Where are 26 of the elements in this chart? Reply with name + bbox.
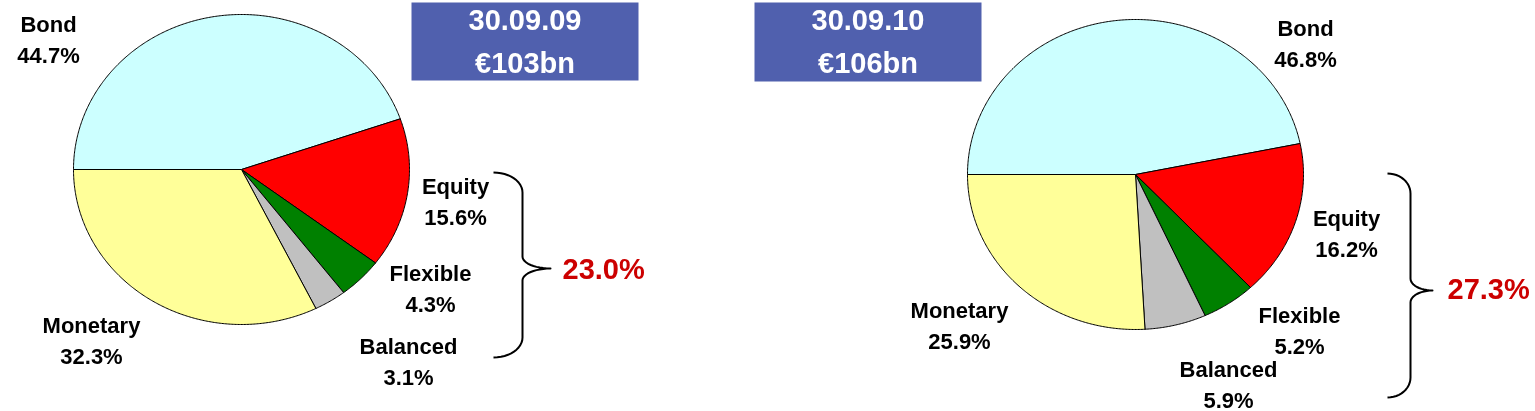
- slice-label: Flexible: [389, 260, 472, 286]
- text: €103bn: [475, 46, 575, 79]
- data-label: 32.3%: [60, 343, 123, 369]
- data-label: 5.2%: [1274, 333, 1325, 359]
- data-label: 16.2%: [1315, 236, 1378, 262]
- slice-label: Monetary: [42, 312, 142, 338]
- data-label: 46.8%: [1274, 46, 1337, 72]
- slice-label: Bond: [20, 11, 77, 37]
- text: 23.0%: [562, 252, 645, 285]
- data-label: 15.6%: [424, 204, 487, 230]
- data-label: 3.1%: [383, 364, 434, 390]
- data-label: 44.7%: [17, 42, 80, 68]
- slice-label: Flexible: [1258, 302, 1341, 328]
- slice-label: Equity: [421, 173, 490, 199]
- text: 27.3%: [1447, 272, 1530, 305]
- slice-label: Balanced: [359, 333, 458, 359]
- data-label: 25.9%: [928, 328, 991, 354]
- chart-title: 30.09.10: [811, 3, 925, 36]
- slice-label: Equity: [1312, 205, 1381, 231]
- data-label: 5.9%: [1203, 387, 1254, 411]
- chart-title: 30.09.09: [468, 3, 582, 36]
- slice-label: Bond: [1277, 15, 1334, 41]
- data-label: 4.3%: [405, 291, 456, 317]
- text: €106bn: [818, 46, 918, 79]
- slice-label: Monetary: [910, 297, 1010, 323]
- slice-label: Balanced: [1179, 356, 1278, 382]
